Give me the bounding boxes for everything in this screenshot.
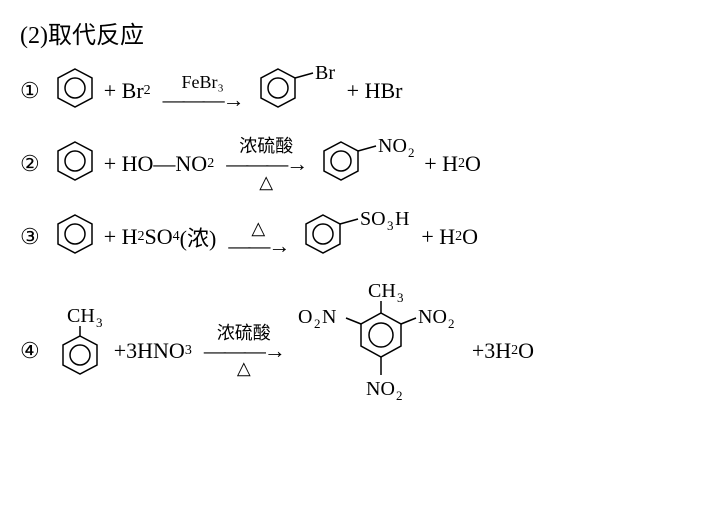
tnt-ch3-sub: 3	[397, 290, 404, 305]
reagent-br2: + Br2	[104, 78, 151, 104]
tnt-no2-bottom-sub: 2	[396, 388, 403, 403]
tnt-no2-right-sub: 2	[448, 316, 455, 331]
br-label: Br	[315, 65, 335, 84]
tnt-no2-left: O	[298, 306, 312, 328]
reaction-3: ③ + H2SO4(浓) △ ——→ SO 3 H + H2O	[20, 211, 684, 263]
tnt-no2-left-n: N	[322, 306, 336, 328]
bromobenzene-icon: Br	[255, 65, 341, 117]
arrow-2: 浓硫酸 ———→ △	[226, 137, 306, 191]
so3-sub: 3	[387, 218, 394, 233]
section-title: (2)取代反应	[20, 15, 684, 50]
benzene-icon	[52, 211, 98, 263]
arrow-condition-heat: △	[237, 359, 251, 377]
arrow-condition-heat: △	[259, 173, 273, 191]
reagent-hno3: + HO—NO2	[104, 151, 214, 177]
arrow-line-icon: ———→	[204, 342, 284, 360]
arrow-line-icon: ——→	[228, 237, 288, 255]
ch3-label: CH	[67, 308, 95, 327]
so3h-h: H	[395, 211, 409, 230]
reagent-h2so4: + H2SO4(浓)	[104, 221, 217, 253]
product-hbr: + HBr	[347, 78, 403, 104]
benzenesulfonic-icon: SO 3 H	[300, 211, 415, 263]
product-h2o: + H2O	[424, 151, 481, 177]
reaction-num-3: ③	[20, 224, 40, 250]
arrow-line-icon: ———→	[226, 155, 306, 173]
tnt-no2-right: NO	[418, 306, 447, 328]
product-3h2o: +3H2O	[472, 338, 534, 364]
reaction-2: ② + HO—NO2 浓硫酸 ———→ △ NO 2 + H2O	[20, 137, 684, 191]
benzene-icon	[52, 65, 98, 117]
ch3-sub: 3	[96, 315, 103, 330]
arrow-4: 浓硫酸 ———→ △	[204, 324, 284, 378]
reaction-num-4: ④	[20, 338, 40, 364]
tnt-no2-left-sub: 2	[314, 316, 321, 331]
arrow-3: △ ——→	[228, 219, 288, 255]
nitrobenzene-icon: NO 2	[318, 138, 418, 190]
reaction-num-1: ①	[20, 78, 40, 104]
tnt-no2-bottom: NO	[366, 378, 395, 400]
tnt-icon: CH 3 O 2 N NO 2 NO 2	[296, 283, 466, 419]
reaction-num-2: ②	[20, 151, 40, 177]
arrow-line-icon: ———→	[163, 91, 243, 109]
no2-sub: 2	[408, 145, 415, 160]
no2-label: NO	[378, 138, 407, 157]
reaction-1: ① + Br2 FeBr₃ ———→ Br + HBr	[20, 65, 684, 117]
toluene-icon: CH 3	[52, 308, 108, 394]
reaction-4: ④ CH 3 +3HNO3 浓硫酸 ———→ △ CH 3 O 2 N NO	[20, 283, 684, 419]
benzene-icon	[52, 138, 98, 190]
so3h-label: SO	[360, 211, 386, 230]
reagent-3hno3: +3HNO3	[114, 338, 192, 364]
arrow-1: FeBr₃ ———→	[163, 73, 243, 109]
tnt-ch3: CH	[368, 283, 396, 302]
product-h2o: + H2O	[421, 224, 478, 250]
